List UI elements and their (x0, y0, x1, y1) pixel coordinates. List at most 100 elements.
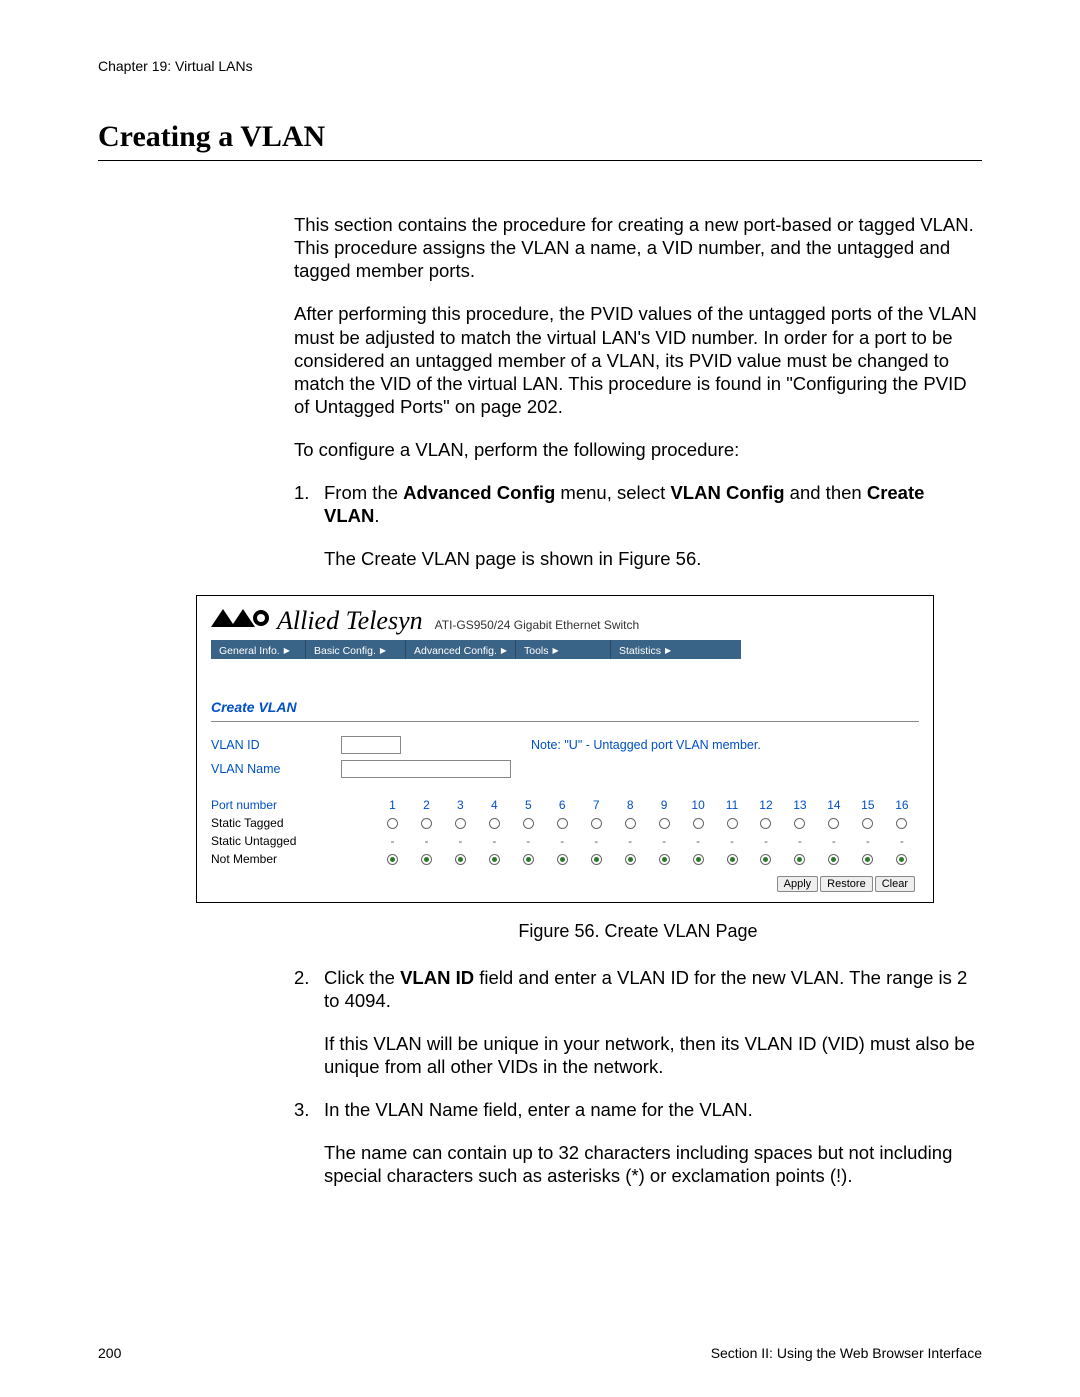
not-member-port-8[interactable] (613, 850, 647, 868)
static-tagged-port-7[interactable] (579, 814, 613, 832)
static-tagged-port-8[interactable] (613, 814, 647, 832)
static-untagged-port-11: - (715, 832, 749, 850)
static-tagged-radio-2[interactable] (421, 818, 432, 829)
port-header-8: 8 (613, 796, 647, 814)
page-number: 200 (98, 1345, 121, 1361)
static-tagged-port-6[interactable] (545, 814, 579, 832)
menu-item-basic-config-[interactable]: Basic Config.▶ (306, 640, 406, 659)
not-member-radio-10[interactable] (693, 854, 704, 865)
static-tagged-radio-16[interactable] (896, 818, 907, 829)
static-tagged-radio-9[interactable] (659, 818, 670, 829)
not-member-port-6[interactable] (545, 850, 579, 868)
not-member-port-2[interactable] (409, 850, 443, 868)
static-tagged-radio-5[interactable] (523, 818, 534, 829)
not-member-radio-6[interactable] (557, 854, 568, 865)
static-untagged-port-1: - (376, 832, 410, 850)
menu-item-advanced-config-[interactable]: Advanced Config.▶ (406, 640, 516, 659)
not-member-port-4[interactable] (477, 850, 511, 868)
static-tagged-radio-14[interactable] (828, 818, 839, 829)
not-member-port-7[interactable] (579, 850, 613, 868)
port-table: Port number12345678910111213141516 Stati… (211, 796, 919, 868)
step-2-bold-1: VLAN ID (400, 967, 474, 988)
static-tagged-radio-13[interactable] (794, 818, 805, 829)
chapter-label: Chapter 19: Virtual LANs (98, 58, 982, 74)
not-member-port-10[interactable] (681, 850, 715, 868)
menu-item-statistics[interactable]: Statistics▶ (611, 640, 731, 659)
static-tagged-radio-12[interactable] (760, 818, 771, 829)
not-member-port-12[interactable] (749, 850, 783, 868)
vlan-id-input[interactable] (341, 736, 401, 754)
vlan-name-label: VLAN Name (211, 762, 341, 776)
static-tagged-port-12[interactable] (749, 814, 783, 832)
step-1-bold-2: VLAN Config (670, 482, 784, 503)
step-1-bold-1: Advanced Config (403, 482, 555, 503)
static-untagged-port-4: - (477, 832, 511, 850)
not-member-radio-14[interactable] (828, 854, 839, 865)
apply-button[interactable]: Apply (777, 876, 819, 892)
static-untagged-port-2: - (409, 832, 443, 850)
not-member-radio-12[interactable] (760, 854, 771, 865)
not-member-radio-2[interactable] (421, 854, 432, 865)
static-tagged-radio-3[interactable] (455, 818, 466, 829)
static-tagged-radio-8[interactable] (625, 818, 636, 829)
not-member-radio-1[interactable] (387, 854, 398, 865)
not-member-radio-3[interactable] (455, 854, 466, 865)
not-member-radio-8[interactable] (625, 854, 636, 865)
not-member-port-1[interactable] (376, 850, 410, 868)
static-tagged-port-2[interactable] (409, 814, 443, 832)
step-1-text-b: menu, select (555, 482, 670, 503)
static-untagged-port-6: - (545, 832, 579, 850)
static-tagged-port-11[interactable] (715, 814, 749, 832)
not-member-radio-13[interactable] (794, 854, 805, 865)
not-member-port-3[interactable] (443, 850, 477, 868)
not-member-port-14[interactable] (817, 850, 851, 868)
port-number-label: Port number (211, 796, 376, 814)
static-tagged-port-4[interactable] (477, 814, 511, 832)
static-tagged-radio-4[interactable] (489, 818, 500, 829)
port-header-15: 15 (851, 796, 885, 814)
static-tagged-port-1[interactable] (376, 814, 410, 832)
static-tagged-port-10[interactable] (681, 814, 715, 832)
static-untagged-port-10: - (681, 832, 715, 850)
menu-item-tools[interactable]: Tools▶ (516, 640, 611, 659)
vlan-id-label: VLAN ID (211, 738, 341, 752)
not-member-port-13[interactable] (783, 850, 817, 868)
clear-button[interactable]: Clear (875, 876, 915, 892)
static-untagged-label: Static Untagged (211, 832, 376, 850)
intro-para-1: This section contains the procedure for … (294, 213, 982, 282)
static-tagged-port-16[interactable] (885, 814, 919, 832)
port-header-1: 1 (376, 796, 410, 814)
static-tagged-port-9[interactable] (647, 814, 681, 832)
not-member-port-11[interactable] (715, 850, 749, 868)
not-member-radio-15[interactable] (862, 854, 873, 865)
vlan-name-input[interactable] (341, 760, 511, 778)
restore-button[interactable]: Restore (820, 876, 873, 892)
static-tagged-port-15[interactable] (851, 814, 885, 832)
not-member-port-16[interactable] (885, 850, 919, 868)
not-member-radio-11[interactable] (727, 854, 738, 865)
static-tagged-radio-7[interactable] (591, 818, 602, 829)
not-member-port-15[interactable] (851, 850, 885, 868)
static-tagged-radio-15[interactable] (862, 818, 873, 829)
port-header-4: 4 (477, 796, 511, 814)
static-tagged-port-13[interactable] (783, 814, 817, 832)
step-1-sub: The Create VLAN page is shown in Figure … (324, 547, 982, 570)
not-member-radio-5[interactable] (523, 854, 534, 865)
static-tagged-radio-6[interactable] (557, 818, 568, 829)
static-untagged-port-3: - (443, 832, 477, 850)
static-tagged-port-5[interactable] (511, 814, 545, 832)
not-member-radio-9[interactable] (659, 854, 670, 865)
static-tagged-radio-10[interactable] (693, 818, 704, 829)
menu-item-general-info-[interactable]: General Info.▶ (211, 640, 306, 659)
static-tagged-radio-1[interactable] (387, 818, 398, 829)
not-member-radio-7[interactable] (591, 854, 602, 865)
static-tagged-radio-11[interactable] (727, 818, 738, 829)
create-vlan-screenshot: Allied Telesyn ATI-GS950/24 Gigabit Ethe… (196, 595, 934, 903)
not-member-port-9[interactable] (647, 850, 681, 868)
not-member-radio-4[interactable] (489, 854, 500, 865)
not-member-port-5[interactable] (511, 850, 545, 868)
static-tagged-port-3[interactable] (443, 814, 477, 832)
static-tagged-port-14[interactable] (817, 814, 851, 832)
port-header-2: 2 (409, 796, 443, 814)
not-member-radio-16[interactable] (896, 854, 907, 865)
